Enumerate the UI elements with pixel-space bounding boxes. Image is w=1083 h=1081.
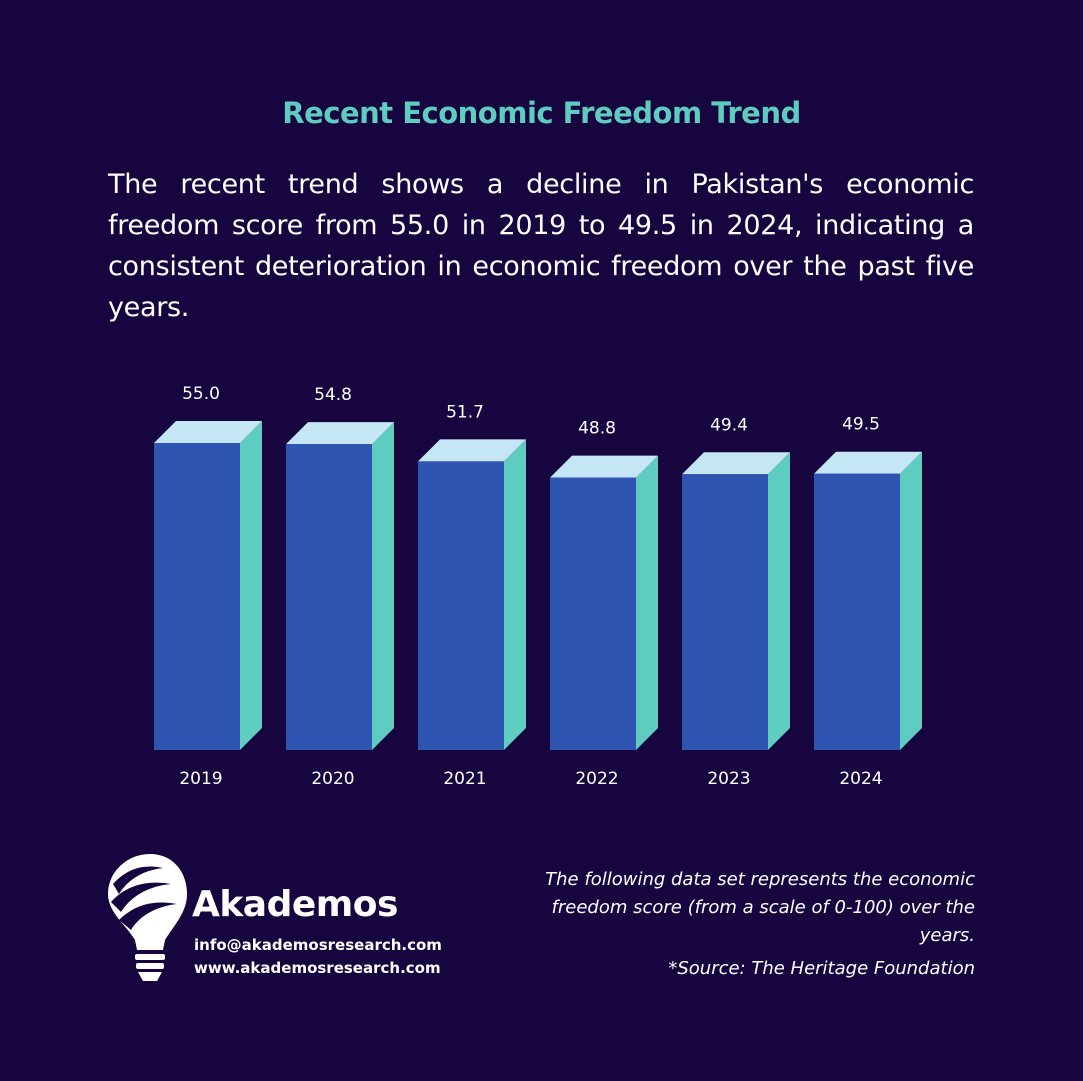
bar-front-face	[418, 461, 504, 750]
bar-front-face	[682, 474, 768, 750]
bar-chart: 55.0 54.8 51.7 48.8 49.4 49.5 2019 2020 2021 202…	[154, 384, 922, 789]
category-label: 2022	[575, 769, 618, 789]
bar-side-face	[372, 422, 394, 750]
bar-top-face	[550, 455, 658, 478]
category-label: 2021	[443, 769, 486, 789]
value-label: 55.0	[182, 384, 220, 404]
bar-side-face	[900, 451, 922, 750]
bar-2024	[814, 451, 922, 750]
chart-bars	[154, 421, 922, 750]
bar-2020	[286, 422, 394, 750]
bar-2021	[418, 439, 526, 750]
bar-top-face	[154, 421, 262, 443]
bar-2023	[682, 452, 790, 750]
bar-top-face	[286, 422, 394, 445]
bar-2019	[154, 421, 262, 750]
brand-email: info@akademosresearch.com	[194, 936, 442, 954]
category-label: 2019	[179, 769, 222, 789]
brand-website: www.akademosresearch.com	[194, 959, 441, 977]
bar-top-face	[682, 452, 790, 475]
value-label: 54.8	[314, 385, 352, 405]
bar-side-face	[768, 452, 790, 750]
value-label: 49.5	[842, 415, 880, 435]
category-label: 2023	[707, 769, 750, 789]
value-label: 48.8	[578, 419, 616, 439]
bar-front-face	[154, 443, 240, 750]
bar-front-face	[814, 473, 900, 750]
page-title: Recent Economic Freedom Trend	[282, 96, 801, 130]
bar-front-face	[286, 444, 372, 750]
bar-side-face	[240, 421, 262, 750]
bar-side-face	[636, 455, 658, 750]
value-label: 51.7	[446, 402, 484, 422]
bar-2022	[550, 455, 658, 750]
category-label: 2020	[311, 769, 354, 789]
bar-side-face	[504, 439, 526, 750]
bar-top-face	[418, 439, 526, 462]
data-note: The following data set represents the ec…	[545, 869, 975, 946]
chart-category-labels: 2019 2020 2021 2022 2023 2024	[179, 769, 882, 789]
trend-description: The recent trend shows a decline in Paki…	[108, 169, 974, 323]
data-source: *Source: The Heritage Foundation	[668, 958, 975, 979]
bar-top-face	[814, 451, 922, 474]
value-label: 49.4	[710, 415, 748, 435]
lightbulb-icon	[108, 854, 187, 981]
bar-front-face	[550, 477, 636, 750]
category-label: 2024	[839, 769, 882, 789]
brand-name: Akademos	[192, 884, 398, 925]
chart-value-labels: 55.0 54.8 51.7 48.8 49.4 49.5	[182, 384, 880, 439]
